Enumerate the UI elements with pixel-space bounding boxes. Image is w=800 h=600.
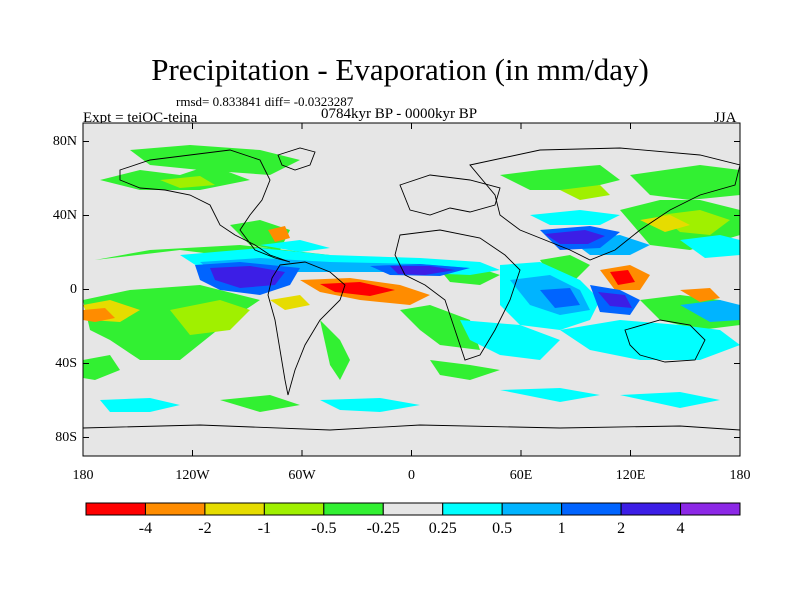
lat-tick-label: 40N bbox=[52, 207, 77, 223]
red-regions bbox=[320, 270, 635, 296]
antarctica-outline bbox=[83, 424, 740, 431]
colorbar-label: 0.25 bbox=[428, 520, 457, 537]
lat-tick-label: 40S bbox=[55, 355, 77, 371]
colorbar-box bbox=[204, 502, 265, 516]
map-title: Precipitation - Evaporation (in mm/day) bbox=[151, 52, 649, 87]
lon-tick-label: 60E bbox=[509, 468, 533, 483]
lon-tick-label: 0 bbox=[408, 468, 415, 483]
axis-ticks bbox=[82, 123, 741, 456]
colorbar-box bbox=[85, 502, 146, 516]
experiment-label: Expt = teiOC-teina bbox=[83, 110, 198, 126]
lon-tick-label: 180 bbox=[729, 468, 751, 483]
colorbar-box bbox=[323, 502, 384, 516]
lat-tick-label: 0 bbox=[70, 281, 77, 297]
lat-tick-label: 80S bbox=[55, 429, 77, 445]
colorbar-box bbox=[620, 502, 682, 516]
lon-tick-label: 60W bbox=[288, 468, 316, 483]
asia-outline bbox=[469, 147, 740, 261]
coastlines bbox=[83, 147, 740, 431]
lon-tick-label: 180 bbox=[72, 468, 94, 483]
stats-text: rmsd= 0.833841 diff= -0.0323287 bbox=[176, 94, 354, 109]
colorbar-box bbox=[442, 502, 503, 516]
colorbar-label: -0.5 bbox=[311, 520, 337, 537]
europe-outline bbox=[399, 174, 501, 216]
colorbar-box bbox=[382, 502, 444, 516]
south-america-outline bbox=[267, 261, 346, 396]
colorbar-label: 4 bbox=[676, 520, 685, 537]
colorbar-label: -2 bbox=[198, 520, 212, 537]
lon-tick-label: 120E bbox=[615, 468, 646, 483]
colorbar-box bbox=[501, 502, 563, 516]
colorbar-box bbox=[680, 502, 741, 516]
season-label: JJA bbox=[714, 110, 737, 126]
north-america-outline bbox=[119, 149, 291, 263]
darkblue-regions bbox=[210, 230, 632, 308]
colorbar-label: -1 bbox=[257, 520, 272, 537]
lon-tick-label: 120W bbox=[175, 468, 210, 483]
colorbar-label: 0.5 bbox=[492, 520, 513, 537]
field-layer bbox=[83, 123, 740, 456]
australia-outline bbox=[624, 319, 706, 363]
colorbar-label: 1 bbox=[557, 520, 566, 537]
lat-tick-label: 80N bbox=[52, 133, 77, 149]
colorbar-label: 2 bbox=[617, 520, 626, 537]
africa-outline bbox=[394, 229, 521, 361]
colorbar-label: -4 bbox=[138, 520, 153, 537]
colorbar-box bbox=[263, 502, 325, 516]
yellowgreen-regions bbox=[160, 176, 730, 335]
colorbar-box bbox=[144, 502, 206, 516]
greenland-outline bbox=[277, 147, 316, 171]
colorbar-label: -0.25 bbox=[366, 520, 400, 537]
period-label: 0784kyr BP - 0000kyr BP bbox=[321, 106, 478, 122]
colorbar-box bbox=[561, 502, 622, 516]
